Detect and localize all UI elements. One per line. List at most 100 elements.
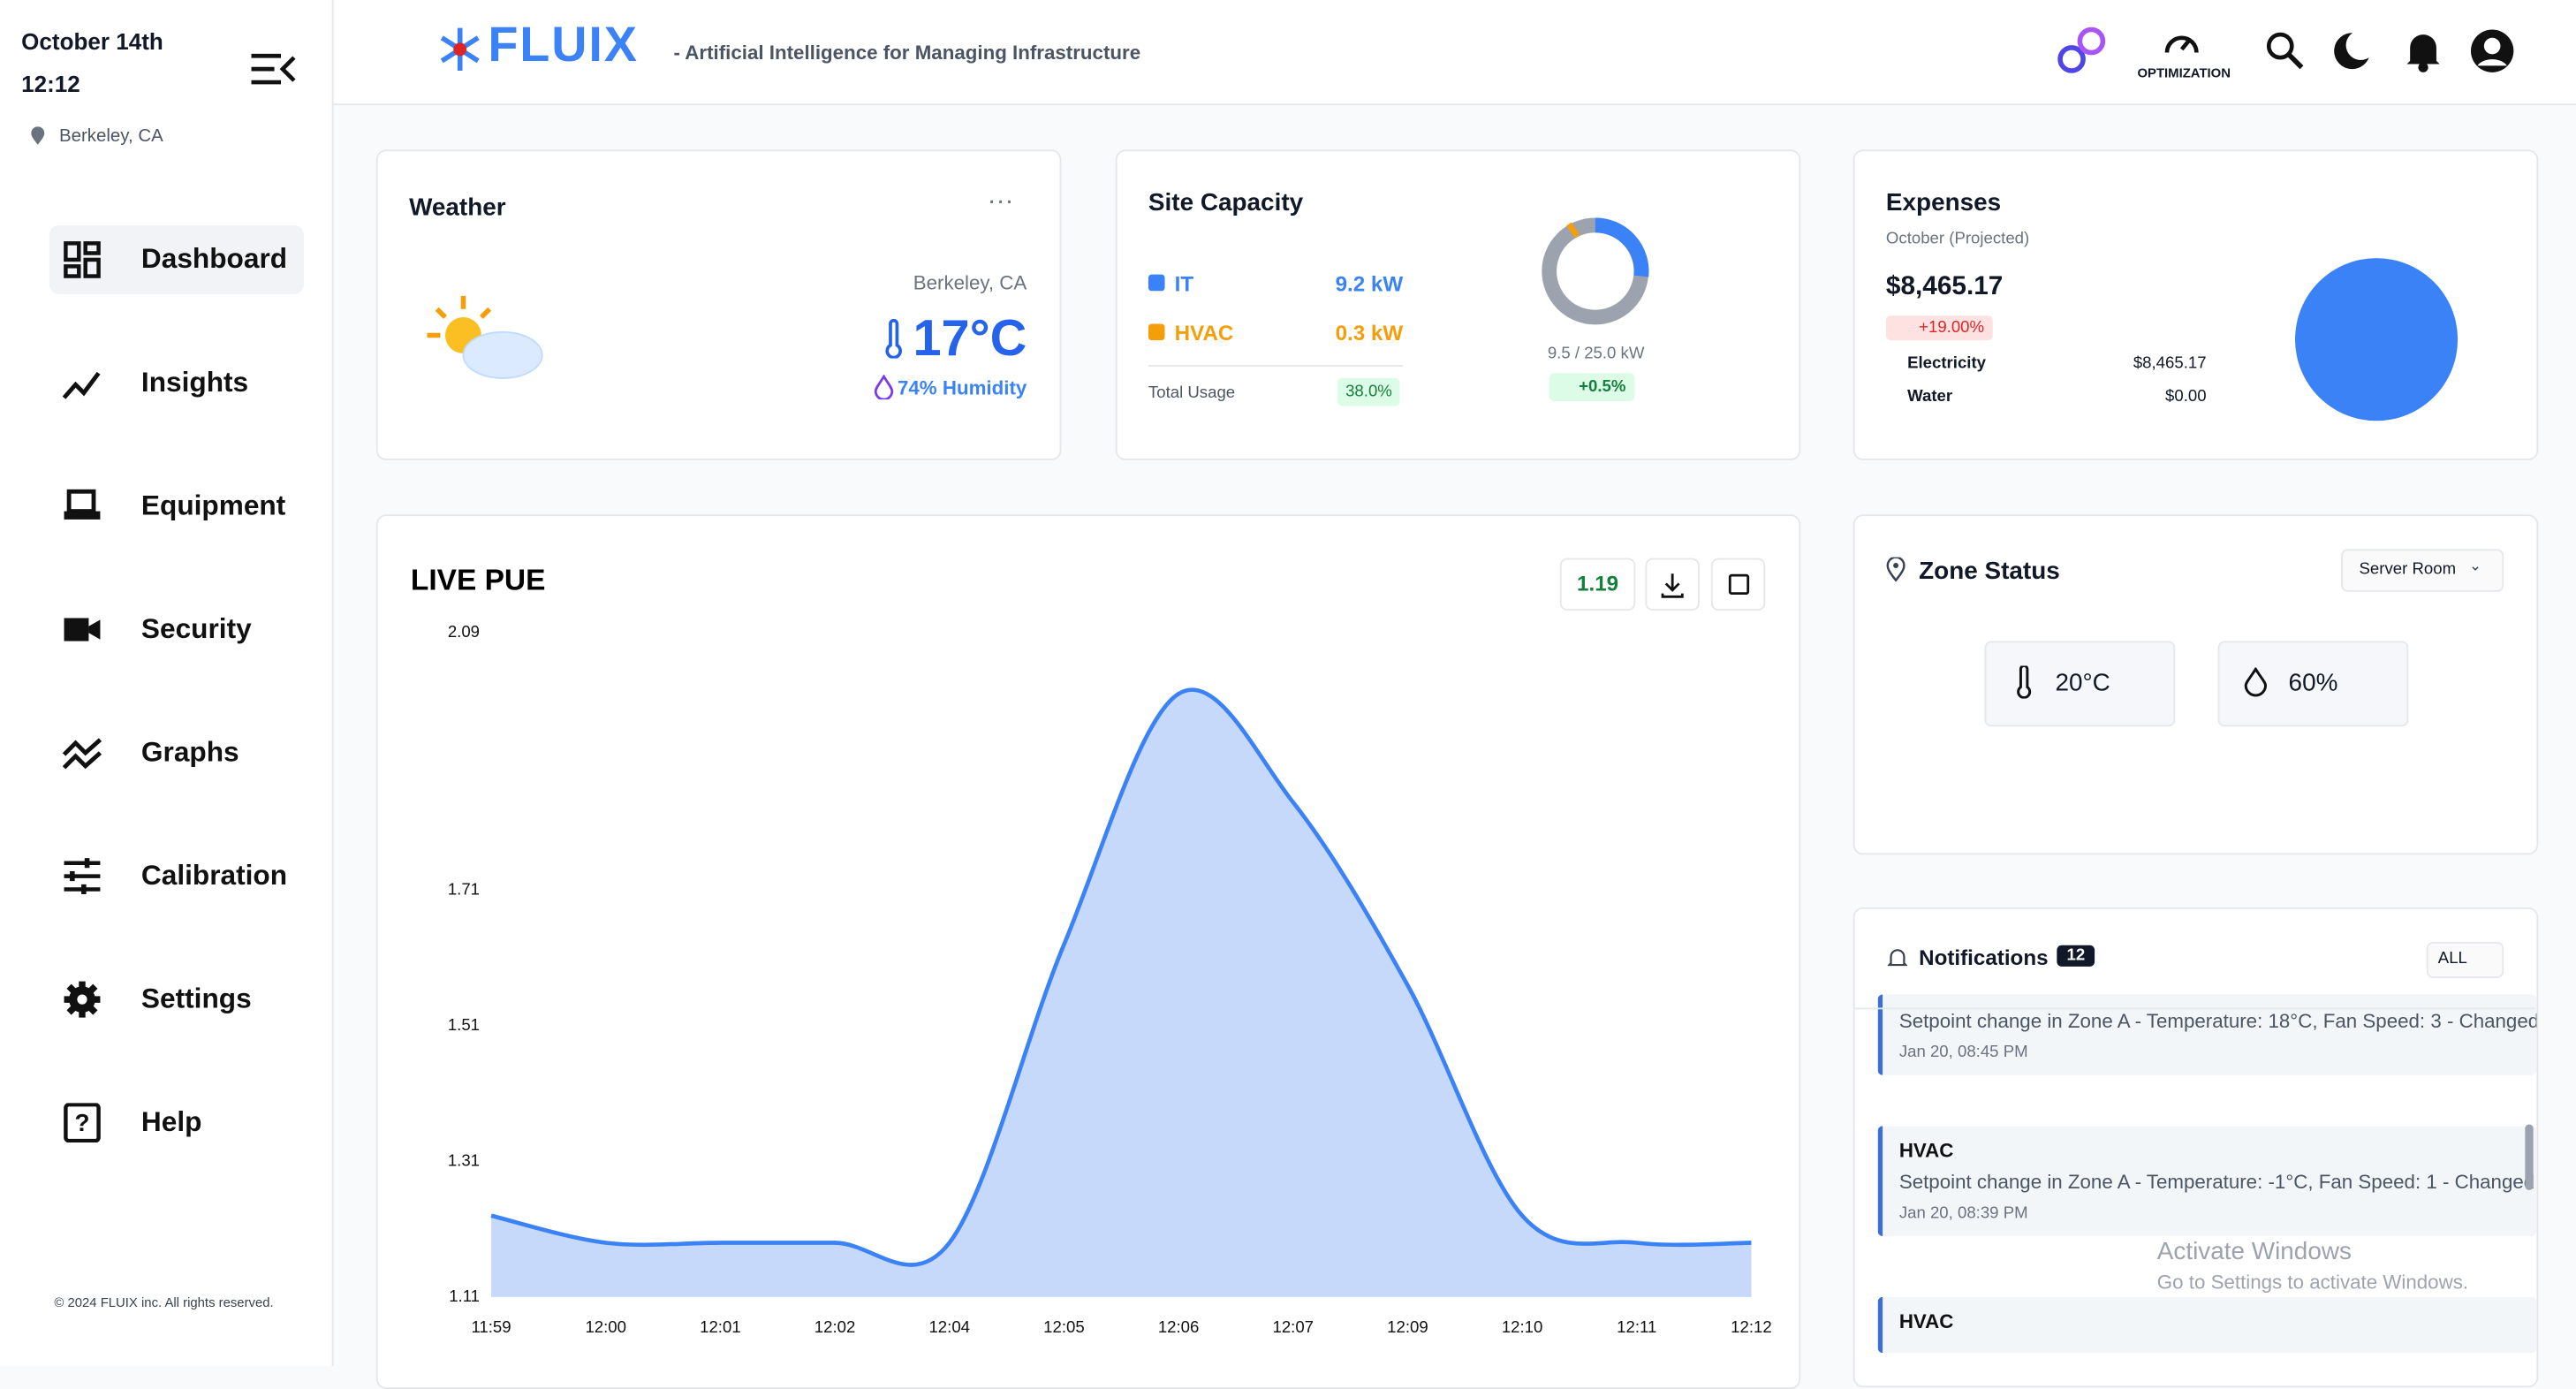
notification: HVAC [1877,1296,2537,1354]
nav-label: Calibration [140,859,288,892]
notification: HVAC Setpoint change in Zone A - Temperat… [1877,1126,2537,1237]
download-icon[interactable] [1661,573,1684,598]
zone-temp-box [1984,641,2176,727]
current-value-box [1559,558,1636,611]
site-capacity-card [1115,149,1801,460]
nav-item[interactable]: Graphs [49,718,304,787]
sidebar [0,0,334,1366]
weather-temperature: 17°C [913,308,1027,367]
notifications-divider [1852,1007,2535,1010]
divider [1148,365,1404,367]
location: Berkeley, CA [58,126,163,147]
watermark-subtitle: Go to Settings to activate Windows. [2156,1271,2469,1294]
profile-icon[interactable] [2469,28,2515,74]
area [491,689,1752,1297]
nav-item[interactable]: Insights [49,348,304,417]
theme-icon[interactable] [2330,29,2372,72]
electricity-value: $8,465.17 [2133,354,2207,374]
zone-chevron[interactable]: ⌄ [2469,557,2482,574]
hvac-value: 0.3 kW [1335,320,1404,345]
nav-label: Dashboard [140,243,288,275]
chart-title: LIVE PUE [411,564,545,596]
filter-select[interactable] [2426,942,2504,978]
x-tick-label: 12:05 [1043,1317,1085,1336]
notification-title: HVAC [1898,1309,1954,1333]
watermark-title: Activate Windows [2156,1237,2352,1266]
nav-icon [64,241,101,278]
logo[interactable]: FLUIX [488,18,639,72]
weather-card [375,149,1062,460]
capacity-change: +0.5% [1549,373,1634,401]
hvac-label: HVAC [1174,320,1234,345]
x-tick-label: 12:06 [1158,1317,1200,1336]
site-capacity-title: Site Capacity [1148,188,1304,217]
it-label: IT [1174,270,1194,296]
capacity-donut [1542,217,1649,325]
pin-icon [31,126,45,145]
y-tick-label: 1.71 [448,880,480,899]
x-tick-label: 12:11 [1617,1317,1656,1336]
nav-item[interactable]: ? Help [49,1089,304,1158]
x-tick-label: 12:02 [814,1317,856,1336]
notifications-card: Setpoint change in Zone A - Temperature:… [1852,907,2539,1388]
nav-icon [64,618,101,641]
water-label: Water [1907,388,1953,406]
nav-icon [62,738,102,770]
notifications-count: 12 [2057,945,2095,967]
expenses-period: October (Projected) [1885,230,2030,248]
ai-icon[interactable] [2054,23,2110,79]
pue-chart: LIVE PUE 1.19 2.09 1.71 1.51 1.31 1.11 11:59 1… [411,558,1772,1336]
search-icon[interactable] [2266,31,2306,71]
calendar-button[interactable] [1710,558,1766,611]
nav-label: Security [140,612,252,645]
weather-location: Berkeley, CA [913,270,1027,295]
header [333,0,2576,106]
humidity-icon [874,375,894,400]
optimization-label[interactable]: OPTIMIZATION [2137,65,2231,81]
calendar-icon[interactable] [1728,573,1750,595]
notification-text: Setpoint change in Zone A - Temperature:… [1898,1009,2539,1033]
x-tick-label: 11:59 [471,1317,511,1336]
nav-item[interactable]: Calibration [49,842,304,911]
notifications-title: Notifications [1919,945,2049,970]
water-value: $0.00 [2165,388,2207,406]
tagline: - Artificial Intelligence for Managing I… [673,41,1141,65]
x-tick-label: 12:00 [585,1317,626,1336]
zone-name[interactable]: Server Room [2359,560,2457,579]
nav-icon [64,981,101,1018]
scrollbar[interactable] [2525,1124,2534,1190]
nav-item[interactable]: Dashboard [49,224,305,295]
zone-humidity-icon [2244,667,2268,697]
notification: Setpoint change in Zone A - Temperature:… [1877,994,2539,1075]
zone-humidity-box [2217,641,2409,727]
y-tick-label: 2.09 [448,622,480,641]
y-tick-label: 1.11 [449,1287,480,1305]
current-value: 1.19 [1577,573,1618,596]
nav-item[interactable]: Security [49,595,304,664]
footer: © 2024 FLUIX inc. All rights reserved. [54,1294,274,1310]
it-value: 9.2 kW [1335,270,1404,296]
zone-title: Zone Status [1919,557,2060,586]
expenses-amount: $8,465.17 [1885,272,2004,301]
zone-select[interactable] [2341,549,2504,592]
more-button[interactable]: ··· [987,187,1014,216]
zone-temp-icon [2017,665,2032,699]
x-tick-label: 12:04 [928,1317,970,1336]
nav-item[interactable]: Settings [49,965,304,1034]
x-tick-label: 12:09 [1387,1317,1428,1336]
line [490,687,1752,1267]
nav-item[interactable]: Equipment [49,472,304,541]
optimization-icon[interactable] [2162,23,2201,59]
menu-toggle[interactable] [248,49,298,89]
svg-text:?: ? [74,1109,89,1136]
nav-icon [62,371,101,399]
x-tick-label: 12:10 [1502,1317,1543,1336]
zone-temperature: 20°C [2055,669,2110,697]
bell-icon[interactable] [2406,29,2442,72]
electricity-label: Electricity [1907,354,1987,374]
filter-value[interactable]: ALL [2437,950,2467,968]
notification-list: Setpoint change in Zone A - Temperature:… [1855,994,2537,1385]
notification-time: Jan 20, 08:39 PM [1898,1204,2028,1224]
